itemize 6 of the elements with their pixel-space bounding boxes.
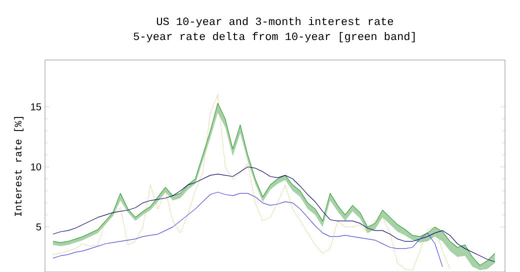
chart-title: US 10-year and 3-month interest rate xyxy=(156,17,394,28)
y-tick-label: 10 xyxy=(31,163,42,170)
y-axis-title: Interest rate [%] xyxy=(14,117,24,216)
y-tick-label: 5 xyxy=(36,223,42,230)
chart-subtitle: 5-year rate delta from 10-year [green band] xyxy=(134,32,415,42)
y-tick-label: 15 xyxy=(31,103,42,110)
